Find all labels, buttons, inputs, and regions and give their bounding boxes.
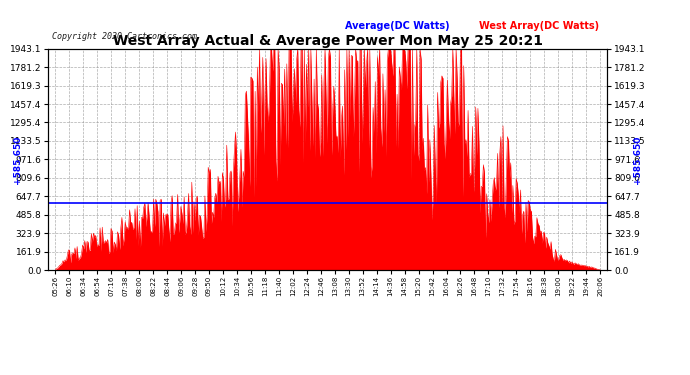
Text: +585.650: +585.650 <box>13 135 22 184</box>
Text: West Array(DC Watts): West Array(DC Watts) <box>479 21 599 31</box>
Text: Copyright 2020 Cartronics.com: Copyright 2020 Cartronics.com <box>52 32 197 41</box>
Title: West Array Actual & Average Power Mon May 25 20:21: West Array Actual & Average Power Mon Ma… <box>112 34 543 48</box>
Text: Average(DC Watts): Average(DC Watts) <box>344 21 449 31</box>
Text: +585.650: +585.650 <box>633 135 642 184</box>
